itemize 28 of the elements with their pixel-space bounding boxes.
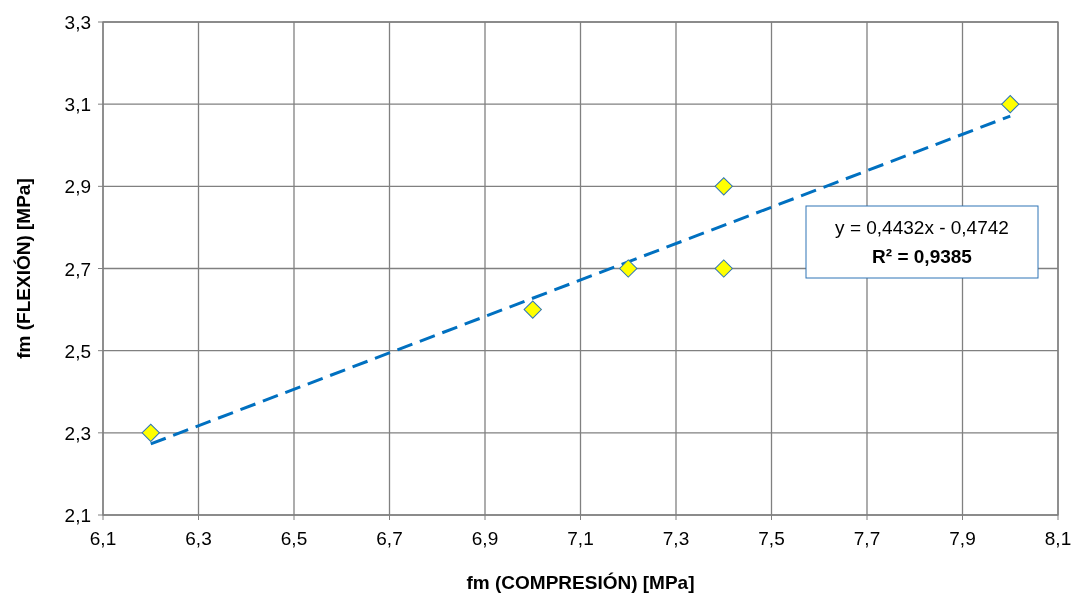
x-tick-label: 6,5 — [280, 528, 308, 549]
point — [619, 259, 638, 278]
y-tick-label: 2,5 — [64, 340, 91, 362]
y-tick-label: 2,9 — [64, 176, 91, 198]
point — [1001, 95, 1020, 114]
annotation: R² = 0,9385 — [872, 246, 973, 267]
x-tick-label: 7,7 — [853, 528, 881, 549]
x-tick-label: 6,7 — [376, 528, 403, 549]
x-axis-title: fm (COMPRESIÓN) [MPa] — [466, 572, 695, 593]
x-tick-label: 7,1 — [567, 528, 594, 549]
x-tick-label: 6,3 — [185, 528, 212, 549]
point — [141, 423, 160, 442]
point — [714, 259, 733, 278]
y-tick-label: 2,3 — [64, 422, 91, 444]
x-tick-label: 6,9 — [471, 528, 499, 549]
y-tick-label: 2,7 — [64, 258, 91, 280]
y-tick-label: 3,1 — [64, 94, 91, 116]
y-tick-label: 2,1 — [64, 505, 91, 526]
point — [523, 300, 542, 319]
x-tick-label: 8,1 — [1044, 528, 1072, 549]
annotation: y = 0,4432x - 0,4742 — [835, 217, 1009, 238]
x-tick-label: 7,5 — [758, 528, 785, 549]
point — [714, 177, 733, 196]
y-axis-title: fm (FLEXIÓN) [MPa] — [13, 178, 34, 359]
y-tick-label: 3,3 — [64, 12, 91, 33]
x-tick-label: 7,9 — [949, 528, 976, 549]
x-tick-label: 6,1 — [89, 528, 117, 549]
x-tick-label: 7,3 — [662, 528, 690, 549]
